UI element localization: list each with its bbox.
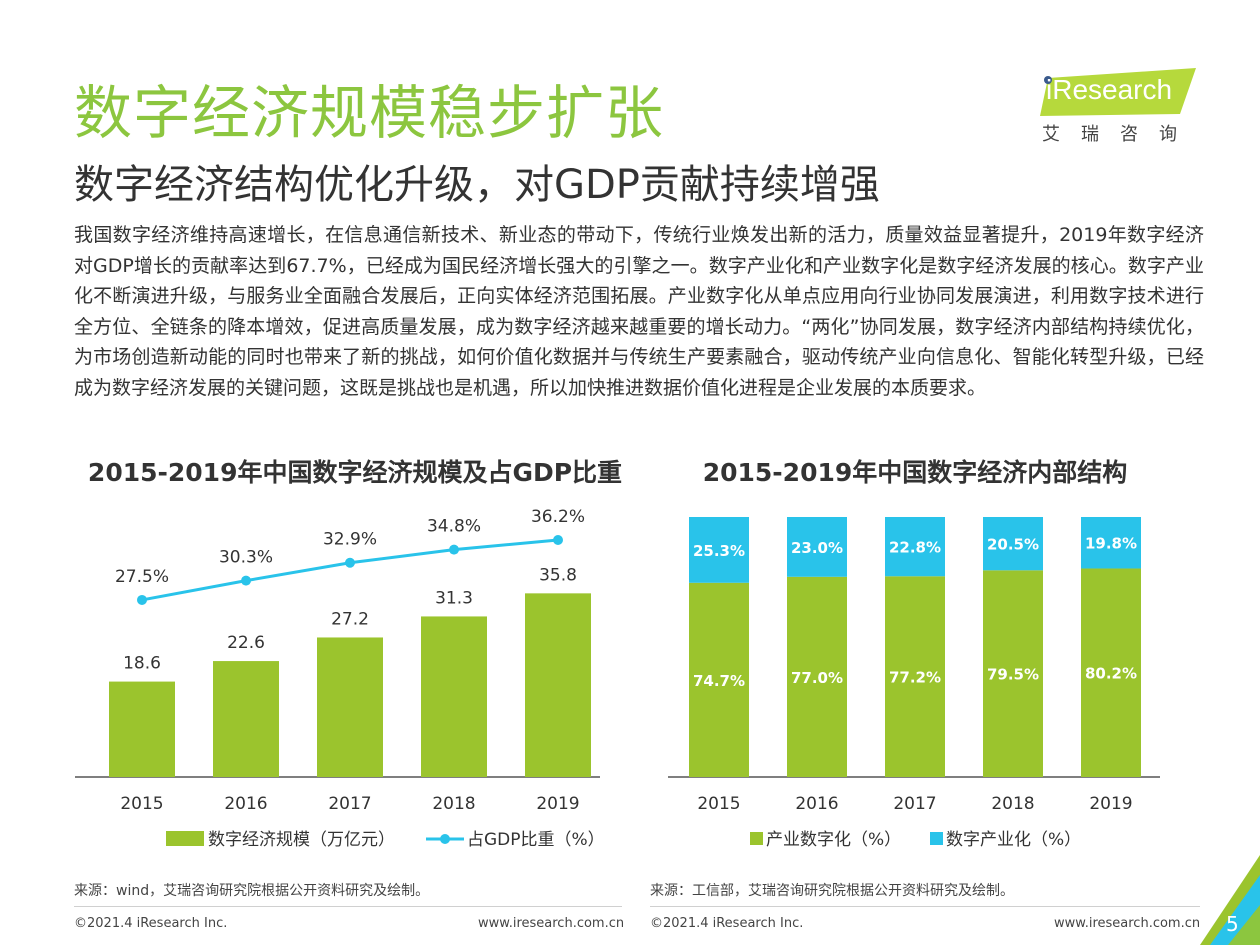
chart2-bar-industrial-2018 [983, 570, 1043, 777]
chart2-digital-economy-structure: 74.7% 25.3% 2015 77.0% 23.0% 2016 77.2% 22.8% 20… [668, 517, 1160, 850]
logo-chinese-text: 艾瑞咨询 [1042, 124, 1198, 145]
chart1-bar-2019 [525, 593, 591, 777]
chart1-x-tick-2015: 2015 [120, 794, 163, 814]
website-right[interactable]: www.iresearch.com.cn [1054, 916, 1201, 931]
chart1-legend-line-label: 占GDP比重（%） [467, 830, 605, 850]
footer-divider-right [650, 906, 1200, 907]
chart1-line-point-2016 [241, 575, 251, 586]
chart2-x-tick-2017: 2017 [893, 794, 936, 814]
chart1-line-label-2017: 32.9% [323, 530, 377, 550]
corner-triangle-icon [1200, 855, 1260, 945]
page-number: 5 [1226, 912, 1239, 936]
chart1-line-point-2019 [553, 535, 563, 545]
logo-text: iResearch [1046, 74, 1173, 105]
chart1-bar-2015 [109, 681, 175, 777]
chart2-label-digital-2015: 25.3% [693, 542, 745, 560]
chart2-bar-industrial-2017 [885, 576, 945, 777]
chart2-bar-digital-2016 [787, 517, 847, 577]
page-subtitle: 数字经济结构优化升级，对GDP贡献持续增强 [74, 162, 880, 208]
chart2-legend-industrial-swatch [750, 832, 763, 845]
chart2-bar-digital-2018 [983, 517, 1043, 571]
chart1-title: 2015-2019年中国数字经济规模及占GDP比重 [87, 458, 623, 487]
chart1-bar-2016 [213, 661, 279, 777]
chart1-x-tick-2019: 2019 [536, 794, 579, 814]
chart2-label-digital-2019: 19.8% [1085, 535, 1137, 553]
chart2-legend-industrial-label: 产业数字化（%） [766, 830, 901, 850]
chart2-title: 2015-2019年中国数字经济内部结构 [702, 458, 1128, 487]
chart1-bar-label-2015: 18.6 [123, 654, 161, 674]
chart1-line-point-2017 [345, 557, 355, 568]
chart1-x-tick-2017: 2017 [328, 794, 371, 814]
chart2-label-industrial-2015: 74.7% [693, 672, 745, 690]
chart2-label-industrial-2019: 80.2% [1085, 665, 1137, 683]
chart1-bar-label-2018: 31.3 [435, 588, 473, 608]
chart2-bar-industrial-2015 [689, 582, 749, 777]
chart1-line-label-2015: 27.5% [115, 567, 169, 587]
chart2-label-industrial-2018: 79.5% [987, 666, 1039, 684]
chart1-line-point-2015 [137, 594, 147, 605]
chart1-legend-bar-label: 数字经济规模（万亿元） [208, 830, 395, 850]
chart1-bar-2018 [421, 616, 487, 777]
chart1-bar-label-2019: 35.8 [539, 565, 577, 585]
chart2-label-digital-2018: 20.5% [987, 536, 1039, 554]
chart1-legend-bar-swatch [166, 831, 204, 846]
copyright-right: ©2021.4 iResearch Inc. [650, 916, 804, 931]
chart2-label-industrial-2016: 77.0% [791, 669, 843, 687]
chart2-bar-digital-2017 [885, 517, 945, 577]
chart1-line-label-2018: 34.8% [427, 517, 481, 537]
chart2-label-digital-2017: 22.8% [889, 539, 941, 557]
chart1-digital-economy-scale: 18.6 2015 22.6 2016 27.2 2017 31.3 2018 35.8 2019… [75, 507, 605, 850]
source-right: 来源：工信部，艾瑞咨询研究院根据公开资料研究及绘制。 [650, 883, 1014, 899]
chart1-line-label-2016: 30.3% [219, 548, 273, 568]
chart2-x-tick-2016: 2016 [795, 794, 838, 814]
chart2-x-tick-2019: 2019 [1089, 794, 1132, 814]
source-left: 来源：wind，艾瑞咨询研究院根据公开资料研究及绘制。 [74, 883, 430, 899]
logo-shape-icon [1040, 68, 1196, 116]
chart2-bar-digital-2015 [689, 517, 749, 583]
iresearch-logo: iResearch 艾瑞咨询 [1040, 68, 1200, 148]
chart1-bar-2017 [317, 637, 383, 777]
chart2-bar-digital-2019 [1081, 517, 1141, 569]
chart2-x-tick-2018: 2018 [991, 794, 1034, 814]
chart1-line-point-2018 [449, 544, 459, 555]
chart1-x-tick-2016: 2016 [224, 794, 267, 814]
chart2-label-digital-2016: 23.0% [791, 539, 843, 557]
chart2-label-industrial-2017: 77.2% [889, 669, 941, 687]
chart1-bar-label-2016: 22.6 [227, 633, 265, 653]
body-paragraph: 我国数字经济维持高速增长，在信息通信新技术、新业态的带动下，传统行业焕发出新的活… [74, 224, 1204, 399]
chart1-legend-line-marker [440, 834, 450, 844]
chart1-x-tick-2018: 2018 [432, 794, 475, 814]
footer-divider-left [74, 906, 622, 907]
chart2-bar-industrial-2016 [787, 576, 847, 777]
copyright-left: ©2021.4 iResearch Inc. [74, 916, 228, 931]
website-left[interactable]: www.iresearch.com.cn [478, 916, 625, 931]
chart2-x-tick-2015: 2015 [697, 794, 740, 814]
chart2-bar-industrial-2019 [1081, 568, 1141, 777]
chart1-line-label-2019: 36.2% [531, 507, 585, 527]
page-title: 数字经济规模稳步扩张 [74, 79, 665, 147]
chart1-bar-label-2017: 27.2 [331, 609, 369, 629]
chart2-legend-digital-swatch [930, 832, 943, 845]
chart2-legend-digital-label: 数字产业化（%） [946, 830, 1081, 850]
